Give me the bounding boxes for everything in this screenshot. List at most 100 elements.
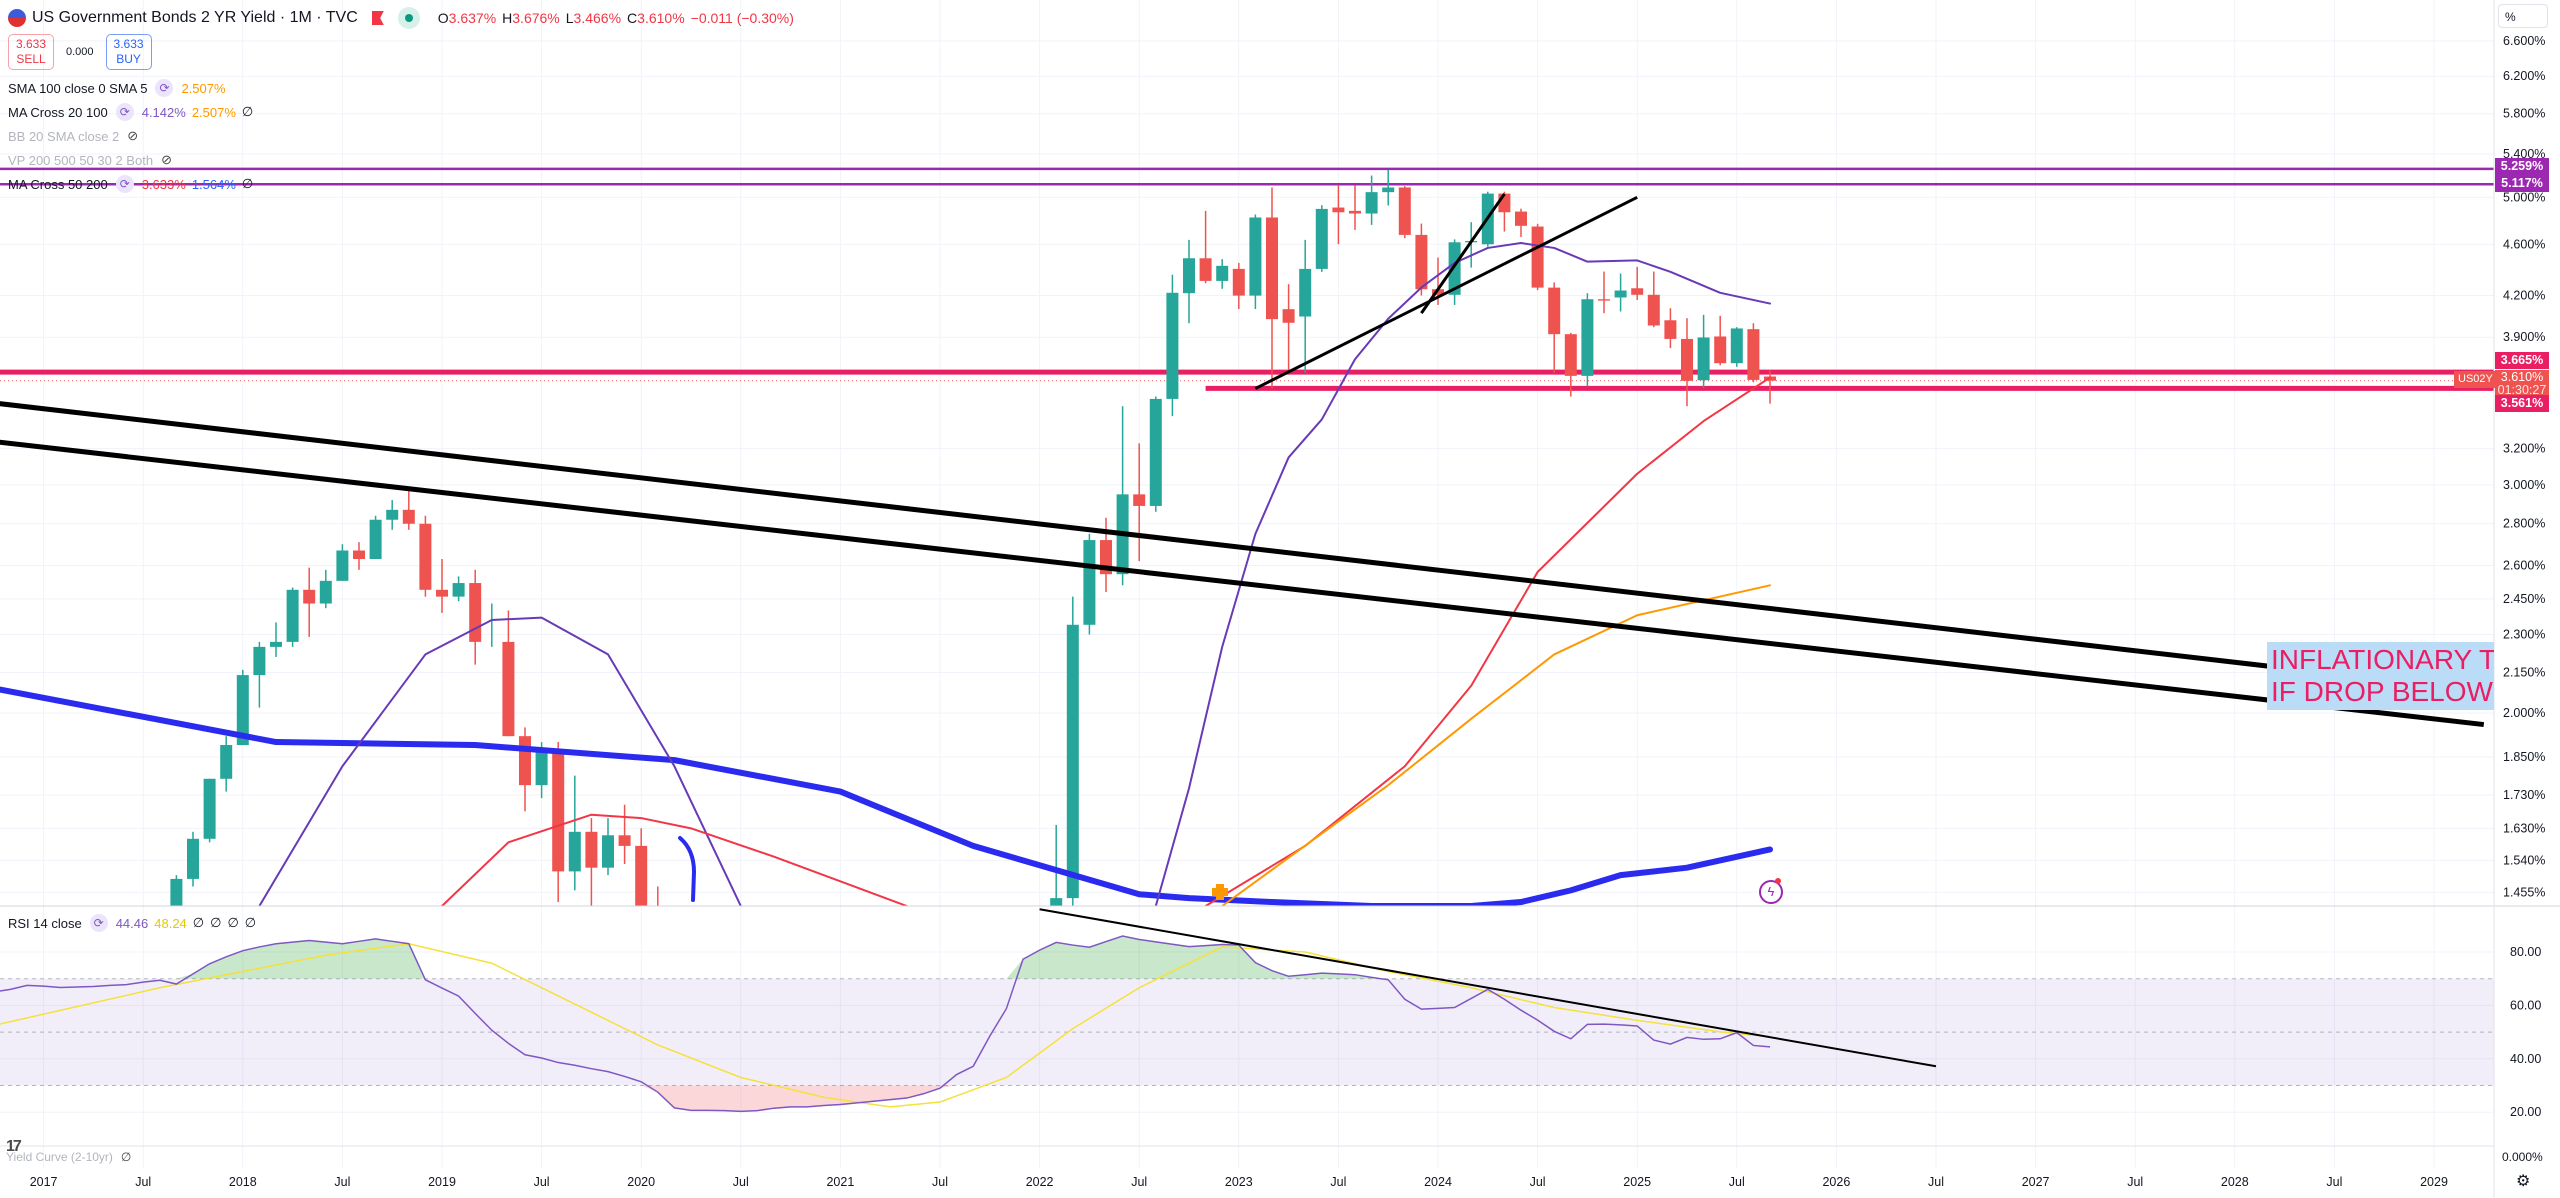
candle[interactable] (353, 542, 365, 570)
candle[interactable] (1465, 222, 1478, 268)
candle[interactable] (1730, 327, 1743, 367)
candle[interactable] (369, 515, 382, 560)
candle[interactable] (270, 622, 282, 657)
rsi-ma-line[interactable] (0, 942, 1771, 1108)
candle[interactable] (1398, 186, 1411, 239)
candle[interactable] (203, 778, 216, 843)
indicator-line[interactable] (1154, 242, 1771, 906)
candle[interactable] (1631, 266, 1644, 300)
candle[interactable] (319, 569, 332, 609)
candle[interactable] (1216, 259, 1229, 289)
candle[interactable] (1116, 406, 1129, 586)
tradingview-logo[interactable]: 17 (6, 1138, 22, 1155)
eye-hidden-icon[interactable]: ⊘ (161, 152, 172, 167)
candle[interactable] (286, 587, 299, 647)
indicator-sma100[interactable]: SMA 100 close 0 SMA 5 ⟳ 2.507% (8, 76, 794, 100)
candle[interactable] (1050, 824, 1063, 906)
candle[interactable] (1548, 282, 1561, 374)
candle[interactable] (502, 610, 515, 737)
candle[interactable] (1581, 293, 1594, 387)
candle[interactable] (469, 569, 482, 665)
candle[interactable] (1681, 318, 1693, 407)
trendline[interactable] (0, 401, 2485, 694)
candle[interactable] (602, 818, 614, 876)
candle[interactable] (253, 641, 266, 708)
eye-hidden-icon[interactable]: ⊘ (127, 128, 139, 143)
price-scale-unit-button[interactable]: % (2498, 4, 2548, 28)
candle[interactable] (635, 828, 648, 906)
candle[interactable] (1382, 169, 1395, 206)
trendline[interactable] (1254, 195, 1638, 390)
candle[interactable] (1166, 274, 1179, 417)
settings-icon[interactable]: ⚙ (2516, 1173, 2531, 1190)
candle[interactable] (1697, 314, 1710, 389)
trendline[interactable] (0, 439, 2485, 728)
market-status-icon[interactable] (397, 7, 420, 29)
refresh-icon[interactable]: ⟳ (115, 175, 134, 193)
brush-drawing[interactable] (678, 836, 697, 902)
orange-cross-marker[interactable] (1212, 884, 1228, 900)
candle[interactable] (1282, 284, 1295, 375)
candle[interactable] (1066, 596, 1079, 906)
candle[interactable] (220, 736, 233, 792)
candle[interactable] (1747, 323, 1760, 383)
candle[interactable] (303, 567, 316, 637)
candle[interactable] (1083, 533, 1096, 635)
buy-button[interactable]: 3.633 BUY (105, 34, 152, 70)
indicator-ma-cross-50-200[interactable]: MA Cross 50 200 ⟳ 3.633% 1.564% ∅ (8, 172, 794, 196)
candle[interactable] (1365, 175, 1378, 225)
candle[interactable] (1415, 223, 1428, 296)
candle[interactable] (552, 742, 565, 903)
candle[interactable] (1515, 208, 1527, 237)
rsi-legend[interactable]: RSI 14 close ⟳ 44.46 48.24 ∅ ∅ ∅ ∅ (8, 914, 262, 932)
candle[interactable] (1232, 262, 1245, 310)
candle[interactable] (1133, 443, 1146, 562)
indicator-line[interactable] (0, 686, 1773, 906)
indicator-line[interactable] (1221, 584, 1771, 906)
rsi-trendline[interactable] (1039, 908, 1937, 1068)
candle[interactable] (1249, 214, 1262, 310)
candle[interactable] (1564, 332, 1577, 397)
symbol-title[interactable]: US Government Bonds 2 YR Yield · 1M · TV… (32, 9, 358, 26)
candle[interactable] (386, 500, 399, 530)
candle[interactable] (436, 559, 448, 613)
sell-button[interactable]: 3.633 SELL (8, 34, 54, 70)
candle[interactable] (1647, 271, 1660, 328)
candle[interactable] (585, 818, 598, 906)
candle[interactable] (1598, 271, 1610, 314)
candle[interactable] (1299, 239, 1312, 374)
candle[interactable] (1714, 315, 1727, 366)
candle[interactable] (419, 515, 432, 597)
candle[interactable] (402, 488, 415, 530)
trendline[interactable] (1420, 193, 1506, 315)
candle[interactable] (1315, 205, 1328, 272)
candle[interactable] (336, 544, 349, 581)
refresh-icon[interactable]: ⟳ (155, 79, 174, 97)
candle[interactable] (1332, 184, 1345, 245)
candle[interactable] (618, 804, 631, 864)
candle[interactable] (236, 669, 249, 746)
candle[interactable] (1266, 187, 1278, 389)
indicator-line[interactable] (441, 813, 908, 906)
candle[interactable] (1149, 396, 1162, 512)
indicator-vp[interactable]: VP 200 500 50 30 2 Both ⊘ (8, 148, 794, 172)
refresh-icon[interactable]: ⟳ (89, 914, 108, 932)
indicator-bb[interactable]: BB 20 SMA close 2 ⊘ (8, 124, 794, 148)
rsi-line[interactable] (0, 935, 1771, 1113)
candle[interactable] (170, 875, 183, 906)
indicator-line[interactable] (258, 616, 742, 906)
flag-marker-icon[interactable] (371, 11, 384, 25)
candle[interactable] (1531, 223, 1544, 291)
candle[interactable] (1448, 239, 1461, 305)
candle[interactable] (187, 831, 199, 887)
refresh-icon[interactable]: ⟳ (115, 103, 134, 121)
candle[interactable] (1614, 273, 1627, 312)
candle[interactable] (1183, 239, 1195, 324)
candle[interactable] (568, 775, 581, 891)
lightning-icon[interactable]: ϟ (1759, 880, 1783, 904)
candle[interactable] (519, 727, 531, 812)
yield-curve-legend[interactable]: Yield Curve (2-10yr) ∅ (6, 1150, 131, 1164)
indicator-ma-cross-20-100[interactable]: MA Cross 20 100 ⟳ 4.142% 2.507% ∅ (8, 100, 794, 124)
candle[interactable] (1664, 308, 1677, 349)
